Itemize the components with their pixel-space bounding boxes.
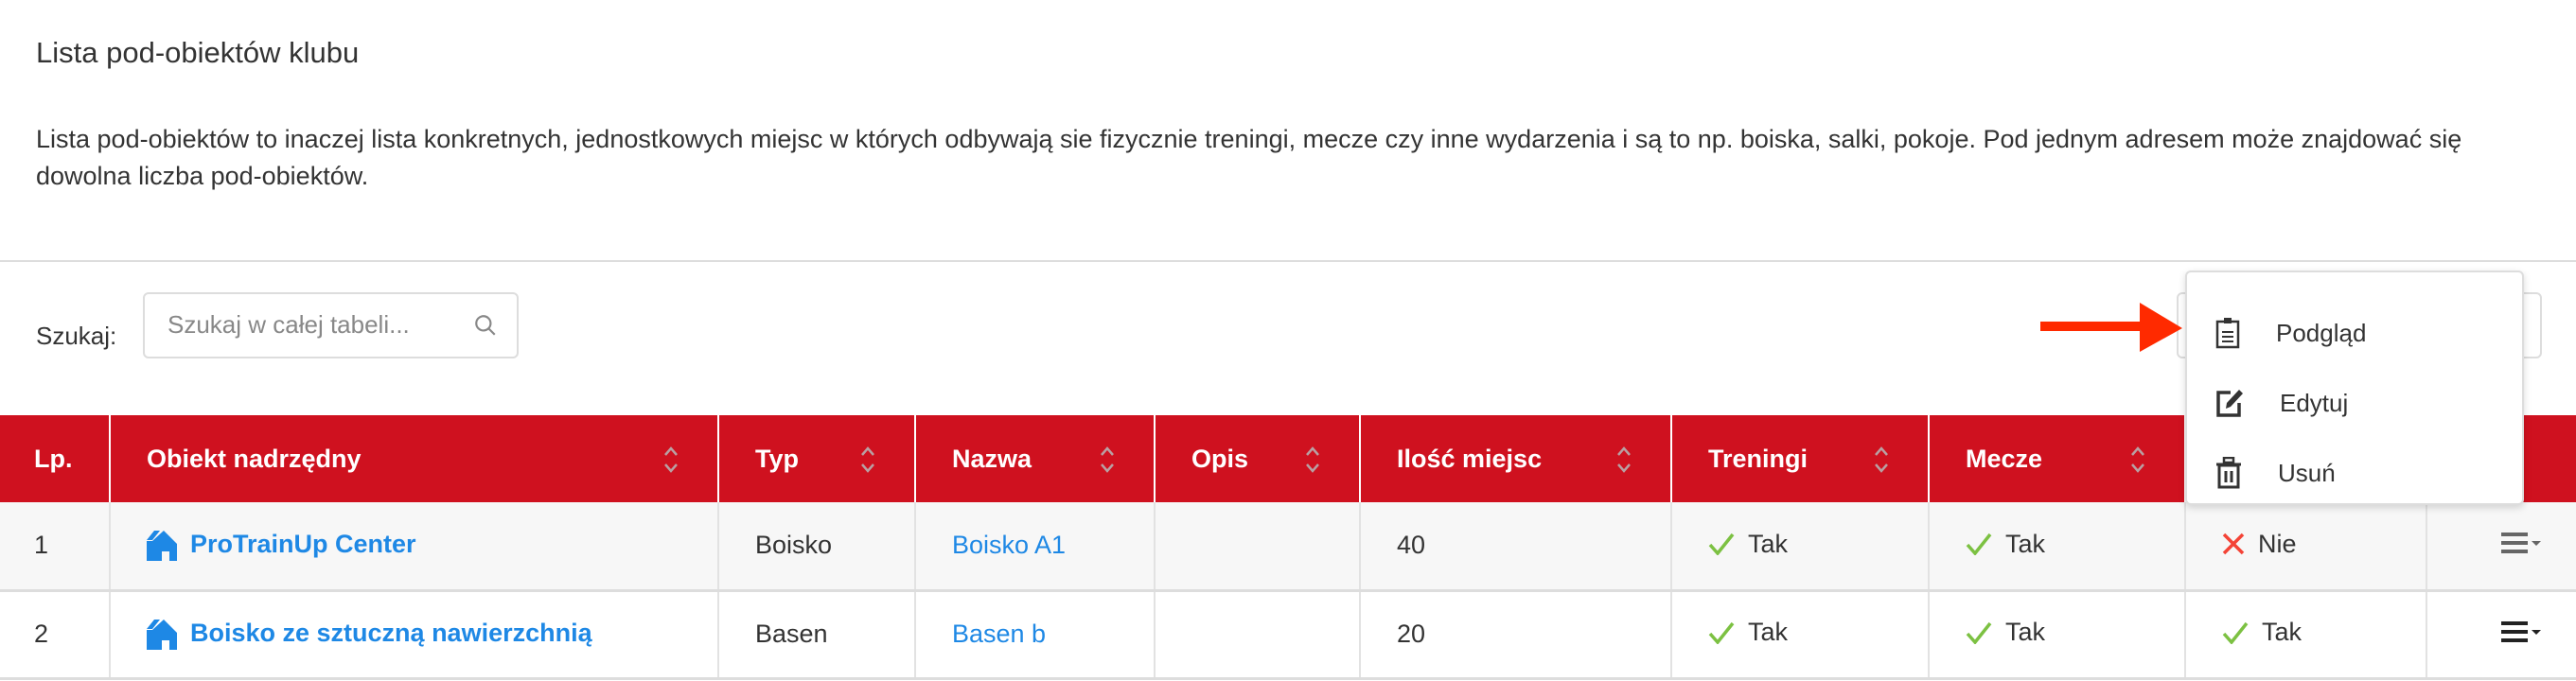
search-icon[interactable] (473, 313, 498, 338)
sort-icon[interactable] (1873, 444, 1890, 476)
actions-menu-icon[interactable] (2501, 621, 2543, 642)
menu-item-delete[interactable]: Usuń (2187, 445, 2522, 501)
cell-matches: Tak (1929, 590, 2186, 680)
search-field[interactable] (143, 292, 519, 358)
menu-item-preview[interactable]: Podgląd (2187, 305, 2522, 361)
actions-menu-icon[interactable] (2501, 533, 2543, 554)
cell-name: Boisko A1 (915, 502, 1156, 592)
x-icon (2222, 533, 2245, 555)
cell-actions (2426, 590, 2576, 680)
cell-parent: ProTrainUp Center (110, 502, 719, 592)
cell-name: Basen b (915, 590, 1156, 680)
page-title: Lista pod-obiektów klubu (36, 36, 360, 69)
trash-icon (2216, 457, 2241, 489)
check-icon (1708, 621, 1735, 644)
cell-col9: Tak (2185, 590, 2427, 680)
column-header-lp: Lp. (0, 415, 111, 502)
menu-item-edit[interactable]: Edytuj (2187, 375, 2522, 431)
cell-actions (2426, 502, 2576, 592)
cell-matches: Tak (1929, 502, 2186, 592)
column-header-seats[interactable]: Ilość miejsc (1360, 415, 1672, 502)
table-row: 2 Boisko ze sztuczną nawierzchnią Basen … (0, 590, 2576, 680)
sort-icon[interactable] (2129, 444, 2146, 476)
cell-description (1155, 502, 1361, 592)
check-icon (2222, 621, 2249, 644)
column-header-trainings[interactable]: Treningi (1671, 415, 1930, 502)
sort-icon[interactable] (1615, 444, 1632, 476)
table-row: 1 ProTrainUp Center Boisko Boisko A1 40 … (0, 502, 2576, 592)
search-label: Szukaj: (36, 322, 117, 350)
check-icon (1966, 533, 1992, 555)
cell-lp: 1 (0, 502, 111, 592)
sort-icon[interactable] (1304, 444, 1321, 476)
cell-seats: 20 (1360, 590, 1672, 680)
edit-icon (2216, 390, 2243, 417)
column-header-type[interactable]: Typ (718, 415, 916, 502)
column-header-name[interactable]: Nazwa (915, 415, 1156, 502)
cell-type: Basen (718, 590, 916, 680)
check-icon (1708, 533, 1735, 555)
cell-seats: 40 (1360, 502, 1672, 592)
sort-icon[interactable] (859, 444, 876, 476)
column-header-description[interactable]: Opis (1155, 415, 1361, 502)
column-header-matches[interactable]: Mecze (1929, 415, 2186, 502)
search-input[interactable] (166, 294, 482, 355)
name-link[interactable]: Boisko A1 (952, 531, 1067, 560)
name-link[interactable]: Basen b (952, 620, 1047, 648)
column-header-parent[interactable]: Obiekt nadrzędny (110, 415, 719, 502)
annotation-arrow-icon (2040, 303, 2182, 352)
cell-trainings: Tak (1671, 502, 1930, 592)
cell-description (1155, 590, 1361, 680)
cell-lp: 2 (0, 590, 111, 680)
building-icon (147, 531, 177, 562)
actions-dropdown: Podgląd Edytuj Usuń (2185, 271, 2524, 505)
cell-trainings: Tak (1671, 590, 1930, 680)
building-icon (147, 619, 177, 650)
sort-icon[interactable] (662, 444, 679, 476)
sub-objects-table: Lp. Obiekt nadrzędny Typ Nazwa Opis Iloś… (0, 415, 2576, 680)
check-icon (1966, 621, 1992, 644)
parent-link[interactable]: Boisko ze sztuczną nawierzchnią (190, 619, 592, 648)
page-description: Lista pod-obiektów to inaczej lista konk… (36, 125, 2462, 190)
divider (0, 260, 2576, 262)
clipboard-icon (2215, 318, 2240, 349)
parent-link[interactable]: ProTrainUp Center (190, 530, 416, 559)
cell-type: Boisko (718, 502, 916, 592)
sort-icon[interactable] (1099, 444, 1116, 476)
cell-parent: Boisko ze sztuczną nawierzchnią (110, 590, 719, 680)
cell-col9: Nie (2185, 502, 2427, 592)
